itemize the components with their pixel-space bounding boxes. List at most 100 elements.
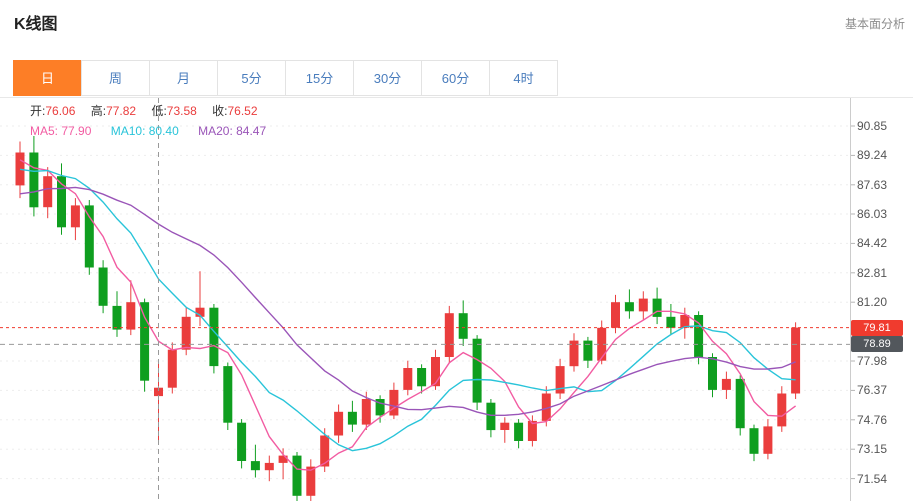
candle-body[interactable] [334, 411, 344, 436]
candle-body[interactable] [694, 315, 704, 357]
candle-body[interactable] [84, 205, 94, 268]
low-label: 低: [151, 104, 167, 118]
candle-body[interactable] [375, 399, 385, 416]
candle-body[interactable] [597, 327, 607, 361]
candle-body[interactable] [403, 368, 413, 390]
candle-body[interactable] [721, 378, 731, 390]
ma10-line [19, 168, 796, 452]
ma20-line [19, 186, 796, 416]
candle-body[interactable] [112, 305, 122, 330]
candle-body[interactable] [43, 176, 53, 208]
candle-body[interactable] [680, 315, 690, 328]
y-axis-tick-label: 87.63 [857, 177, 888, 192]
y-axis-tick-label: 84.42 [857, 236, 888, 251]
candle-body[interactable] [209, 307, 219, 367]
low-value: 73.58 [166, 104, 197, 118]
candle-body[interactable] [735, 378, 745, 429]
candle-body[interactable] [347, 411, 357, 425]
crosshair-price-badge: 78.89 [851, 336, 903, 353]
candle-body[interactable] [29, 152, 39, 208]
period-tabbar: 日周月 5分 15分 30分 60分 4时 [13, 60, 558, 96]
candle-body[interactable] [708, 357, 717, 390]
last-price-badge: 79.81 [851, 319, 903, 336]
candle-body[interactable] [361, 399, 371, 425]
high-value: 77.82 [106, 104, 137, 118]
candle-body[interactable] [486, 402, 496, 431]
tab-0[interactable]: 日 [13, 60, 82, 96]
candle-body[interactable] [611, 302, 620, 328]
page-title: K线图 [14, 16, 58, 33]
candle-body[interactable] [638, 298, 648, 312]
kline-chart-area: 开:76.06 高:77.82 低:73.58 收:76.52 MA5: 77.… [0, 97, 913, 501]
candle-body[interactable] [70, 205, 80, 228]
candle-body[interactable] [278, 455, 288, 463]
candle-body[interactable] [583, 340, 593, 361]
candle-body[interactable] [181, 316, 191, 350]
tab-1[interactable]: 周 [81, 60, 150, 96]
ma5-line [19, 159, 797, 471]
candle-body[interactable] [541, 393, 551, 421]
candle-body[interactable] [472, 338, 482, 403]
candle-body[interactable] [15, 152, 25, 186]
ma10-value: MA10: 80.40 [110, 124, 179, 138]
candle-body[interactable] [624, 302, 634, 312]
candlestick-plot[interactable] [0, 98, 913, 501]
candle-body[interactable] [431, 357, 440, 387]
candle-body[interactable] [126, 302, 136, 330]
candle-body[interactable] [555, 366, 565, 394]
y-axis-tick-label: 74.76 [857, 412, 888, 427]
tab-2[interactable]: 月 [149, 60, 218, 96]
tab-3[interactable]: 5分 [217, 60, 286, 96]
y-axis-tick-label: 86.03 [857, 207, 888, 221]
y-axis-tick-label: 77.98 [857, 354, 888, 368]
close-label: 收: [212, 104, 228, 118]
candle-body[interactable] [264, 462, 274, 471]
candle-body[interactable] [237, 422, 247, 461]
candle-body[interactable] [500, 422, 510, 430]
tab-6[interactable]: 60分 [421, 60, 490, 96]
y-axis-tick-label: 89.24 [857, 148, 888, 163]
y-axis-tick-label: 71.54 [857, 471, 888, 486]
candle-body[interactable] [389, 389, 399, 416]
candle-body[interactable] [154, 387, 163, 397]
tab-4[interactable]: 15分 [285, 60, 354, 96]
fundamental-analysis-link[interactable]: 基本面分析 [844, 17, 905, 31]
candle-body[interactable] [791, 327, 801, 394]
ma5-value: MA5: 77.90 [30, 124, 92, 138]
candle-body[interactable] [306, 466, 316, 496]
candle-body[interactable] [777, 393, 787, 427]
y-axis-tick-label: 82.81 [857, 265, 888, 280]
candle-body[interactable] [458, 313, 468, 339]
candle-body[interactable] [444, 313, 454, 357]
candle-body[interactable] [527, 420, 537, 441]
candle-body[interactable] [749, 428, 759, 454]
tab-7[interactable]: 4时 [489, 60, 558, 96]
candle-body[interactable] [140, 302, 150, 381]
infobar: 开:76.06 高:77.82 低:73.58 收:76.52 MA5: 77.… [30, 101, 282, 141]
y-axis-tick-label: 90.85 [857, 119, 888, 133]
candle-body[interactable] [292, 455, 302, 496]
open-label: 开: [30, 104, 46, 118]
candle-body[interactable] [666, 316, 676, 328]
candle-body[interactable] [57, 176, 66, 228]
candle-body[interactable] [514, 422, 524, 441]
close-value: 76.52 [227, 104, 258, 118]
candle-body[interactable] [417, 368, 427, 387]
candle-body[interactable] [763, 426, 773, 454]
y-axis-tick-label: 76.37 [857, 383, 888, 398]
candle-body[interactable] [569, 340, 579, 367]
open-value: 76.06 [45, 104, 76, 118]
candle-body[interactable] [250, 461, 260, 471]
candle-body[interactable] [652, 298, 662, 317]
ohlc-info: 开:76.06 高:77.82 低:73.58 收:76.52 [30, 101, 282, 121]
candle-body[interactable] [320, 435, 330, 467]
y-axis-tick-label: 81.20 [857, 295, 888, 310]
ma-info: MA5: 77.90 MA10: 80.40 MA20: 84.47 [30, 121, 282, 141]
candle-body[interactable] [195, 307, 205, 317]
candle-body[interactable] [98, 267, 108, 306]
tab-5[interactable]: 30分 [353, 60, 422, 96]
candle-body[interactable] [167, 349, 177, 388]
y-axis-tick-label: 73.15 [857, 442, 888, 457]
candle-body[interactable] [223, 366, 233, 423]
